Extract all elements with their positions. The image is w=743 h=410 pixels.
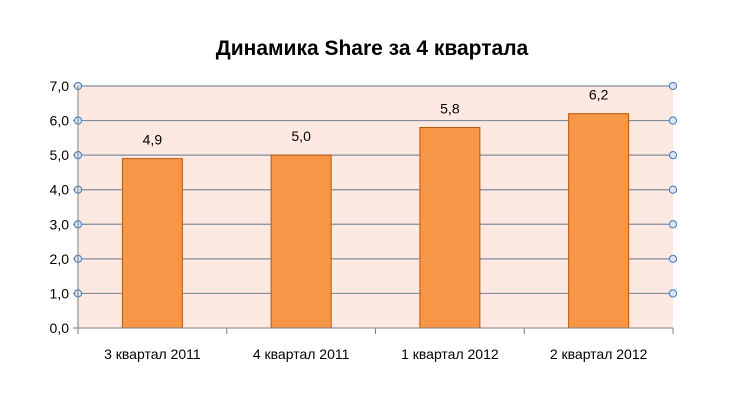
x-axis-categories: 3 квартал 2011 4 квартал 2011 1 квартал 20… [104,346,648,362]
x-category-label: 1 квартал 2012 [401,346,499,362]
bar [121,158,183,329]
gridline-marker-right [668,220,678,229]
y-axis-ticks: 0,0 1,0 2,0 3,0 4,0 5,0 6,0 7,0 [50,78,70,336]
y-tick-label: 2,0 [50,251,70,267]
bar [419,126,481,329]
chart-title: Динамика Share за 4 квартала [216,37,529,60]
data-labels: 4,9 5,0 5,8 6,2 [143,87,609,148]
bar-series [121,113,630,329]
data-label: 6,2 [589,87,609,103]
bar [568,113,630,329]
x-category-label: 3 квартал 2011 [104,346,201,362]
y-tick-label: 4,0 [50,182,70,198]
y-tick-label: 6,0 [50,113,70,129]
data-label: 4,9 [143,132,163,148]
gridline-marker-right [668,150,678,160]
axes [77,86,674,334]
gridline-marker-right [668,116,678,125]
gridline-marker-right [668,289,678,298]
gridline-marker-right [668,254,678,264]
x-category-label: 4 квартал 2011 [253,346,350,362]
data-label: 5,0 [291,128,311,144]
y-tick-label: 5,0 [50,147,70,163]
y-tick-label: 7,0 [50,78,70,94]
gridline-marker-right [668,81,678,91]
gridline-marker-right [668,185,678,194]
y-tick-label: 3,0 [50,216,70,232]
x-category-label: 2 квартал 2012 [550,346,648,362]
data-label: 5,8 [440,100,460,116]
y-tick-label: 1,0 [50,285,70,301]
y-tick-label: 0,0 [50,320,70,336]
bar [270,154,332,329]
